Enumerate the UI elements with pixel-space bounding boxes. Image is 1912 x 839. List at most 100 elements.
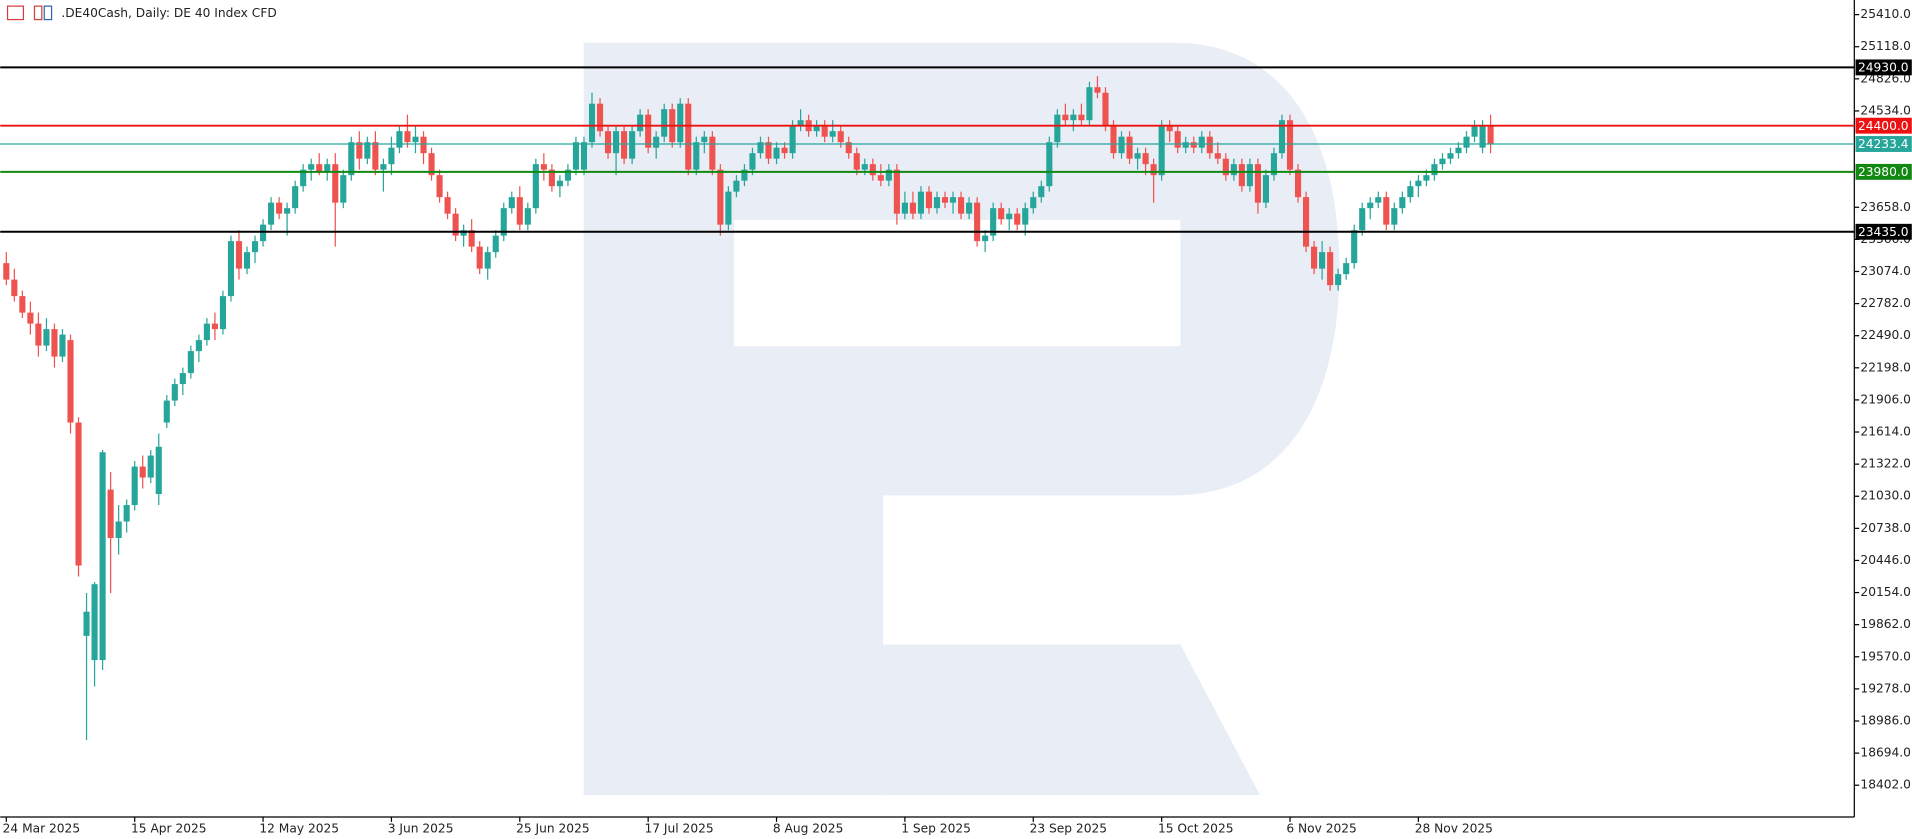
- candle-body: [1046, 142, 1053, 187]
- candle-body: [974, 202, 981, 242]
- candle-body: [1375, 197, 1382, 203]
- candle-body: [251, 241, 259, 253]
- candle-body: [1182, 142, 1189, 148]
- candle-body: [147, 455, 154, 478]
- candle-body: [1278, 120, 1286, 154]
- candle-body: [821, 125, 828, 137]
- candle-body: [1455, 147, 1462, 154]
- candle-body: [1335, 274, 1342, 286]
- candle-body: [268, 202, 275, 225]
- candle-body: [1254, 164, 1261, 203]
- candle-body: [925, 191, 933, 209]
- x-tick-label: 23 Sep 2025: [1030, 822, 1107, 836]
- candle-body: [412, 136, 419, 143]
- candle-body: [572, 142, 580, 170]
- candle-body: [227, 241, 235, 297]
- candle-body: [1038, 186, 1045, 198]
- candle-body: [1014, 213, 1021, 225]
- candle-body: [749, 153, 756, 170]
- candle-body: [1126, 136, 1133, 159]
- candle-body: [348, 142, 355, 176]
- candle-body: [1230, 164, 1237, 176]
- candle-body: [789, 125, 796, 154]
- candle-body: [364, 142, 371, 159]
- candle-body: [139, 466, 146, 478]
- candle-body: [629, 131, 636, 159]
- candle-body: [829, 131, 836, 137]
- candle-body: [1487, 125, 1494, 145]
- candle-body: [171, 384, 178, 401]
- candle-body: [604, 131, 612, 154]
- icon: [33, 5, 43, 21]
- candle-body: [1222, 158, 1229, 176]
- candle-body: [1142, 153, 1149, 165]
- candle-body: [1150, 164, 1157, 176]
- candle-body: [1399, 197, 1406, 209]
- candle-body: [211, 323, 218, 330]
- candle-body: [1118, 136, 1125, 154]
- candle-body: [548, 169, 555, 187]
- candle-body: [990, 208, 997, 236]
- candle-body: [324, 164, 331, 172]
- y-tick-label: 23658.0: [1860, 200, 1911, 214]
- candle-body: [1110, 125, 1117, 154]
- candle-body: [1054, 114, 1061, 143]
- candle-body: [909, 202, 916, 214]
- candle-body: [99, 452, 106, 661]
- candle-body: [219, 296, 226, 330]
- y-tick-label: 21906.0: [1860, 392, 1911, 406]
- candle-body: [613, 131, 620, 154]
- candle-body: [941, 197, 949, 203]
- candle-body: [356, 142, 363, 159]
- candle-body: [1447, 153, 1454, 159]
- candle-body: [837, 131, 844, 143]
- candle-body: [179, 373, 186, 385]
- y-tick-label: 21614.0: [1860, 425, 1911, 439]
- candle-body: [284, 208, 291, 214]
- candle-body: [524, 208, 531, 225]
- candle-body: [693, 142, 700, 170]
- x-tick-label: 28 Nov 2025: [1415, 822, 1493, 836]
- candle-body: [19, 296, 26, 313]
- candle-body: [958, 197, 965, 214]
- candle-body: [885, 169, 892, 181]
- candle-body: [388, 147, 395, 165]
- candle-body: [123, 505, 130, 522]
- candle-body: [91, 584, 98, 661]
- candle-body: [588, 103, 596, 143]
- candle-body: [1302, 197, 1310, 247]
- level-label-box: [1855, 59, 1912, 76]
- candle-body: [861, 164, 868, 170]
- x-tick-label: 15 Apr 2025: [131, 822, 207, 836]
- candle-body: [1246, 164, 1253, 187]
- candle-body: [1479, 125, 1486, 148]
- candle-body: [51, 329, 58, 357]
- candle-body: [1006, 213, 1013, 220]
- candle-body: [420, 136, 427, 154]
- y-tick-label: 20738.0: [1860, 521, 1911, 535]
- candle-body: [725, 191, 732, 225]
- watermark-leg: [883, 644, 1260, 795]
- candle-body: [1270, 153, 1278, 176]
- candle-body: [1030, 197, 1037, 209]
- candle-body: [1407, 186, 1414, 198]
- candle-body: [621, 131, 628, 159]
- candle-body: [1166, 125, 1173, 132]
- candle-body: [83, 611, 90, 636]
- candle-body: [27, 312, 34, 324]
- candle-body: [1134, 153, 1141, 159]
- y-tick-label: 25118.0: [1860, 39, 1911, 53]
- y-tick-label: 22198.0: [1860, 360, 1911, 374]
- candle-body: [428, 153, 435, 176]
- candle-body: [500, 208, 507, 236]
- candle-body: [1471, 125, 1478, 137]
- candle-body: [1190, 142, 1197, 148]
- candle-body: [701, 136, 708, 143]
- candle-body: [717, 169, 724, 225]
- candle-body: [949, 197, 957, 203]
- x-tick-label: 25 Jun 2025: [516, 822, 590, 836]
- candle-body: [332, 164, 339, 203]
- candle-body: [1359, 208, 1366, 231]
- candle-body: [1206, 136, 1213, 154]
